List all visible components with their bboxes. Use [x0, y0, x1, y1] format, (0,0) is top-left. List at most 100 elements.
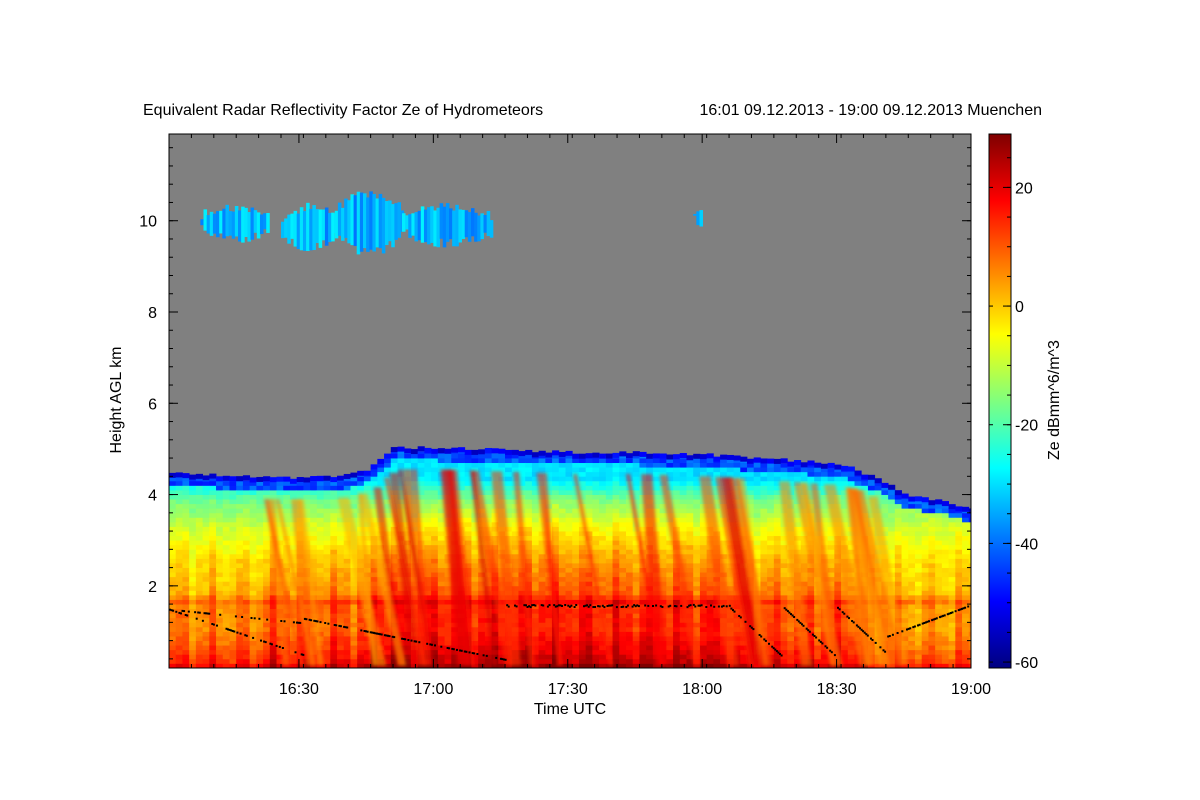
reflectivity-cell	[673, 462, 681, 468]
reflectivity-column	[202, 475, 210, 668]
reflectivity-cell	[780, 613, 788, 619]
echo-top-edge	[316, 475, 324, 481]
reflectivity-cell	[592, 490, 600, 495]
reflectivity-cell	[773, 494, 781, 500]
reflectivity-cell	[202, 480, 210, 486]
reflectivity-cell	[841, 476, 849, 482]
reflectivity-cell	[558, 622, 566, 628]
reflectivity-cell	[175, 490, 183, 495]
reflectivity-cell	[256, 640, 264, 646]
reflectivity-cell	[189, 590, 197, 596]
reflectivity-cell	[337, 563, 345, 568]
reflectivity-cell	[706, 631, 714, 637]
reflectivity-cell	[679, 480, 687, 486]
echo-top-edge	[363, 470, 372, 476]
reflectivity-cell	[370, 476, 378, 482]
reflectivity-cell	[834, 663, 842, 668]
reflectivity-cell	[169, 499, 177, 505]
reflectivity-cell	[572, 631, 580, 637]
reflectivity-cell	[626, 645, 634, 651]
reflectivity-cell	[390, 526, 398, 532]
reflectivity-cell	[444, 636, 452, 642]
reflectivity-cell	[249, 517, 257, 523]
reflectivity-cell	[699, 626, 708, 632]
reflectivity-cell	[565, 490, 573, 495]
reflectivity-cell	[632, 567, 640, 573]
reflectivity-cell	[619, 526, 627, 532]
reflectivity-cell	[518, 604, 526, 610]
reflectivity-cell	[511, 531, 519, 537]
reflectivity-cell	[437, 636, 445, 642]
reflectivity-cell	[585, 503, 593, 509]
reflectivity-cell	[552, 558, 560, 564]
reflectivity-cell	[599, 467, 607, 473]
reflectivity-cell	[323, 636, 331, 642]
reflectivity-cell	[182, 526, 190, 532]
reflectivity-cell	[699, 558, 708, 564]
reflectivity-cell	[525, 517, 533, 523]
reflectivity-cell	[693, 572, 701, 578]
reflectivity-column	[229, 476, 237, 668]
reflectivity-cell	[800, 535, 808, 541]
reflectivity-cell	[377, 471, 385, 477]
reflectivity-cell	[175, 649, 183, 655]
reflectivity-cell	[605, 636, 613, 642]
reflectivity-cell	[303, 517, 311, 523]
reflectivity-cell	[216, 521, 224, 527]
reflectivity-cell	[276, 540, 284, 546]
reflectivity-cell	[417, 526, 425, 532]
reflectivity-cell	[491, 622, 499, 628]
reflectivity-cell	[807, 663, 815, 668]
reflectivity-cell	[256, 658, 264, 664]
reflectivity-cell	[834, 567, 842, 573]
reflectivity-cell	[175, 594, 183, 600]
reflectivity-cell	[679, 549, 687, 555]
reflectivity-cell	[807, 645, 815, 651]
reflectivity-cell	[316, 613, 324, 619]
reflectivity-cell	[773, 503, 781, 509]
reflectivity-cell	[478, 622, 486, 628]
reflectivity-cell	[578, 544, 587, 550]
reflectivity-cell	[558, 535, 566, 541]
reflectivity-cell	[699, 508, 708, 514]
reflectivity-cell	[491, 631, 499, 637]
reflectivity-cell	[794, 526, 802, 532]
reflectivity-cell	[256, 512, 264, 518]
reflectivity-cell	[350, 636, 358, 642]
reflectivity-cell	[531, 658, 540, 664]
reflectivity-cell	[820, 508, 829, 514]
reflectivity-cell	[189, 526, 197, 532]
reflectivity-cell	[283, 503, 291, 509]
reflectivity-cell	[182, 590, 190, 596]
reflectivity-cell	[679, 535, 687, 541]
reflectivity-cell	[202, 517, 210, 523]
reflectivity-cell	[767, 558, 775, 564]
reflectivity-cell	[363, 658, 372, 664]
reflectivity-cell	[854, 658, 862, 664]
reflectivity-cell	[491, 458, 499, 464]
reflectivity-cell	[370, 585, 378, 591]
reflectivity-cell	[343, 599, 351, 605]
reflectivity-cell	[699, 617, 708, 623]
reflectivity-cell	[746, 467, 755, 473]
reflectivity-cell	[384, 512, 392, 518]
reflectivity-cell	[195, 640, 203, 646]
echo-top-edge	[740, 456, 748, 462]
echo-top-edge	[283, 476, 291, 482]
reflectivity-cell	[417, 503, 425, 509]
reflectivity-cell	[767, 526, 775, 532]
reflectivity-cell	[410, 663, 419, 668]
reflectivity-cell	[437, 499, 445, 505]
reflectivity-cell	[767, 572, 775, 578]
reflectivity-cell	[424, 526, 432, 532]
reflectivity-cell	[760, 476, 768, 482]
reflectivity-cell	[693, 526, 701, 532]
reflectivity-cell	[720, 558, 728, 564]
reflectivity-cell	[283, 663, 291, 668]
reflectivity-cell	[592, 544, 600, 550]
reflectivity-cell	[175, 617, 183, 623]
reflectivity-cell	[874, 663, 882, 668]
reflectivity-cell	[511, 467, 519, 473]
reflectivity-cell	[605, 480, 613, 486]
reflectivity-cell	[431, 649, 439, 655]
